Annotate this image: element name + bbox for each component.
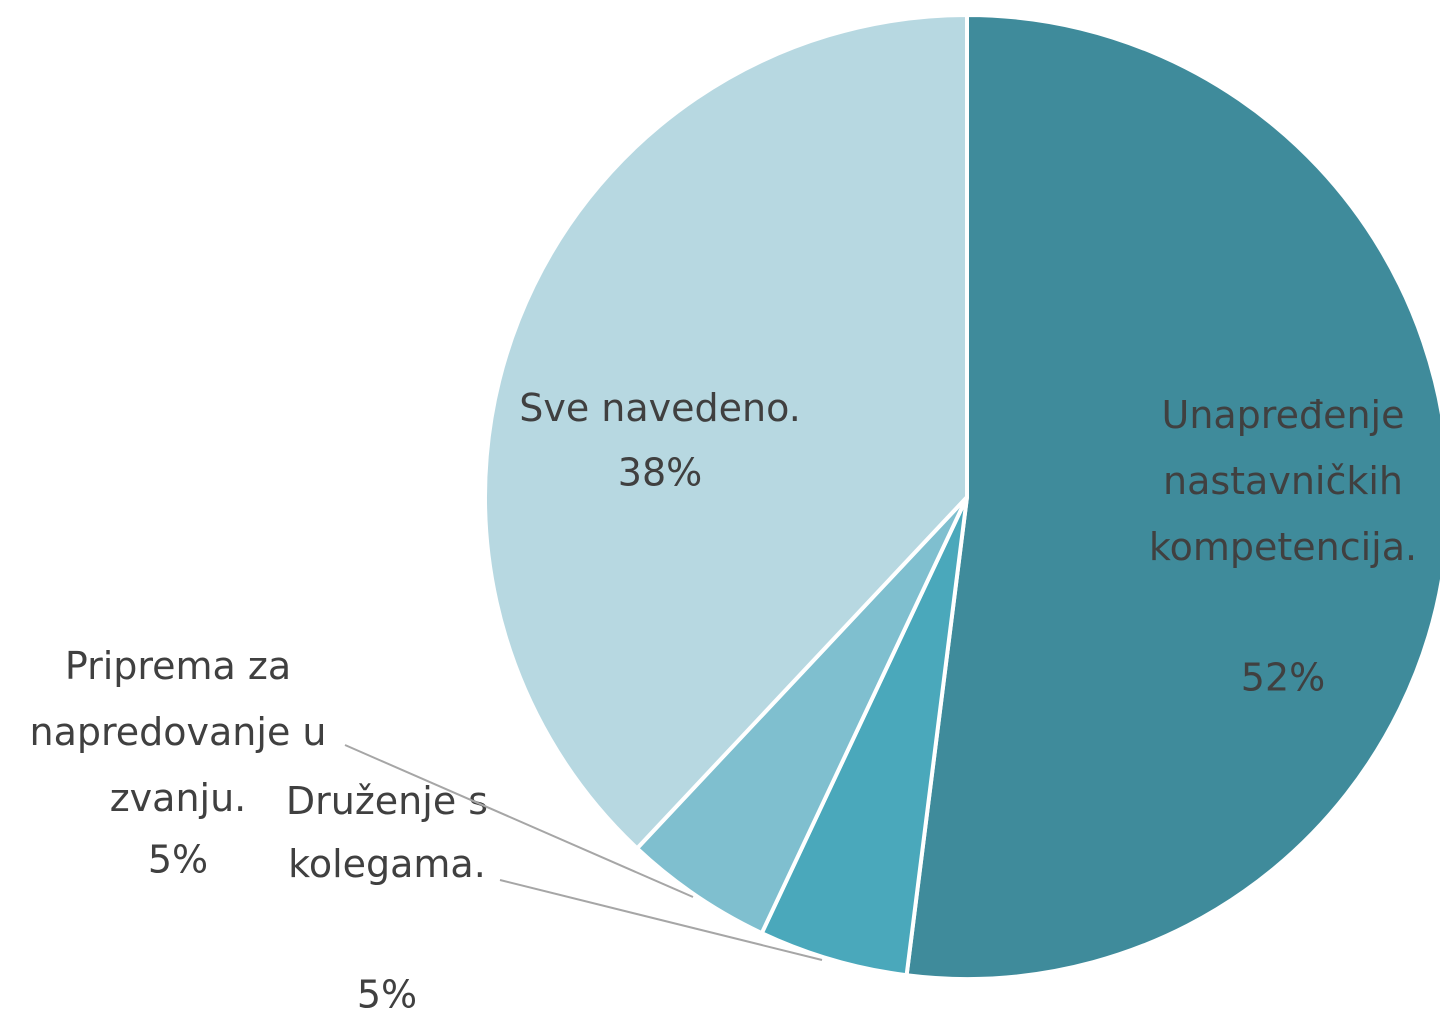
category-label: Sve navedeno. bbox=[519, 386, 801, 430]
category-label: Unapređenje nastavničkih kompetencija. bbox=[1149, 393, 1417, 569]
value-label: 52% bbox=[1241, 656, 1325, 700]
pie-slice bbox=[483, 12, 969, 852]
value-label: 5% bbox=[148, 838, 208, 882]
leader-line bbox=[499, 879, 823, 961]
pie-slice bbox=[634, 495, 969, 936]
category-label: Druženje s kolegama. bbox=[286, 779, 488, 886]
value-label: 38% bbox=[618, 451, 702, 495]
category-label: Priprema za napredovanje u zvanju. bbox=[30, 644, 327, 820]
leader-line bbox=[344, 744, 694, 898]
pie-slice bbox=[759, 496, 969, 978]
pie-slice bbox=[904, 12, 1440, 981]
value-label: 5% bbox=[357, 973, 417, 1017]
